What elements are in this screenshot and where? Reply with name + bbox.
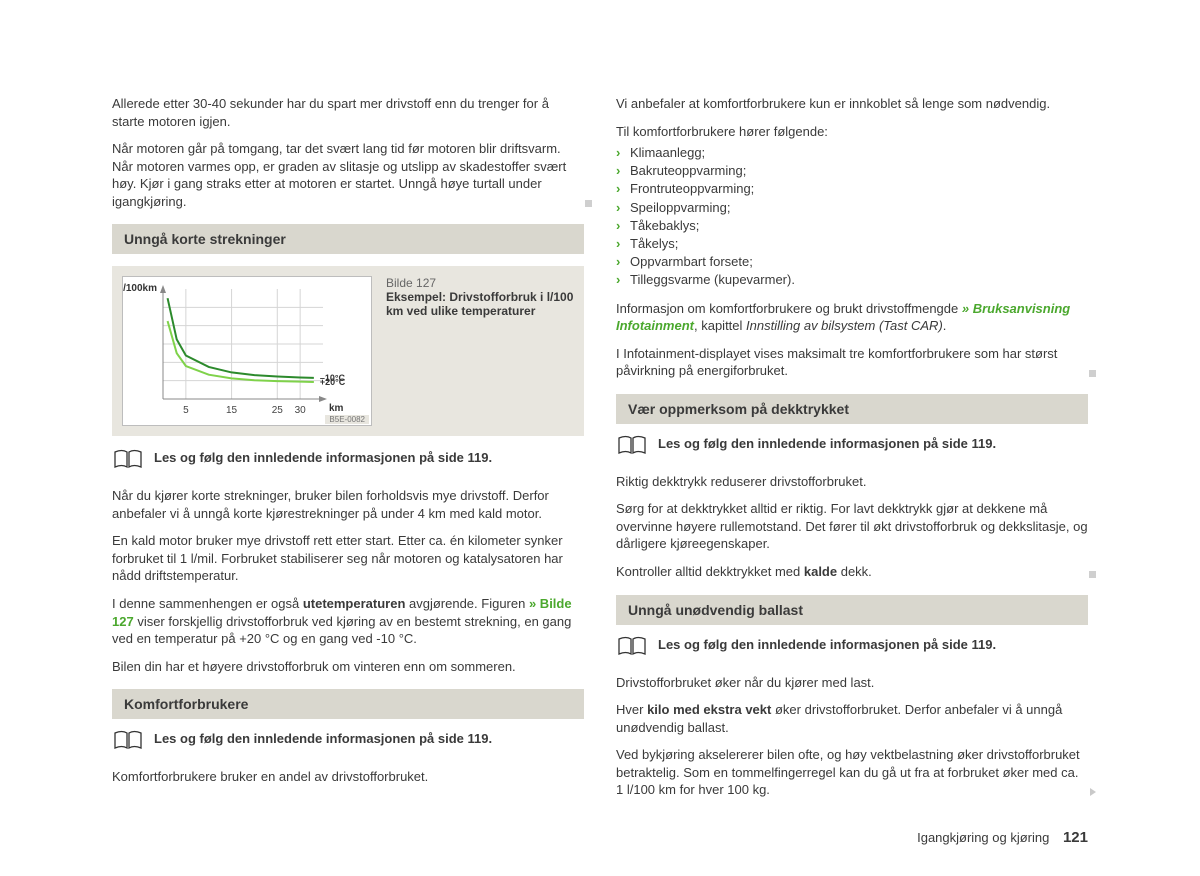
info-text: Les og følg den innledende informasjonen…	[154, 731, 492, 746]
tire-p1: Riktig dekktrykk reduserer drivstofforbr…	[616, 473, 1088, 491]
section-end-marker-icon	[1089, 370, 1096, 377]
intro-para-2: Når motoren går på tomgang, tar det svær…	[112, 140, 584, 210]
figure-caption: Eksempel: Drivstofforbruk i l/100 km ved…	[386, 290, 574, 318]
info-text: Les og følg den innledende informasjonen…	[154, 450, 492, 465]
continue-marker-icon	[1090, 788, 1096, 796]
ballast-p1: Drivstofforbruket øker når du kjører med…	[616, 674, 1088, 692]
right-p1: Vi anbefaler at komfortforbrukere kun er…	[616, 95, 1088, 113]
short-trips-p4: Bilen din har et høyere drivstofforbruk …	[112, 658, 584, 676]
section-end-marker-icon	[585, 200, 592, 207]
svg-text:km: km	[329, 403, 344, 414]
book-icon	[112, 729, 144, 754]
tire-p2: Sørg for at dekktrykket alltid er riktig…	[616, 500, 1088, 553]
figure-127: 5152530l/100kmkm–10°C+20°C B5E-0082 Bild…	[112, 266, 584, 436]
section-header-ballast: Unngå unødvendig ballast	[616, 595, 1088, 625]
list-item: Oppvarmbart forsete;	[616, 253, 1088, 271]
list-item: Klimaanlegg;	[616, 144, 1088, 162]
svg-text:l/100km: l/100km	[123, 283, 157, 294]
list-item: Tilleggsvarme (kupevarmer).	[616, 271, 1088, 289]
comfort-p1: Komfortforbrukere bruker en andel av dri…	[112, 768, 584, 786]
book-icon	[112, 448, 144, 473]
section-end-marker-icon	[1089, 571, 1096, 578]
ballast-p3: Ved bykjøring akselererer bilen ofte, og…	[616, 746, 1088, 799]
svg-text:30: 30	[295, 405, 307, 416]
list-item: Tåkebaklys;	[616, 217, 1088, 235]
section-header-tire-pressure: Vær oppmerksom på dekktrykket	[616, 394, 1088, 424]
page-number: 121	[1063, 829, 1088, 846]
intro-para-1: Allerede etter 30-40 sekunder har du spa…	[112, 95, 584, 130]
svg-text:15: 15	[226, 405, 238, 416]
ballast-p2: Hver kilo med ekstra vekt øker drivstoff…	[616, 701, 1088, 736]
svg-text:+20°C: +20°C	[320, 377, 346, 387]
list-item: Tåkelys;	[616, 235, 1088, 253]
intro-para-2-text: Når motoren går på tomgang, tar det svær…	[112, 141, 566, 209]
svg-text:5: 5	[183, 405, 189, 416]
right-p3: Informasjon om komfortforbrukere og bruk…	[616, 300, 1088, 335]
info-text: Les og følg den innledende informasjonen…	[658, 637, 996, 652]
figure-number: Bilde 127	[386, 276, 574, 290]
list-item: Bakruteoppvarming;	[616, 162, 1088, 180]
list-item: Frontruteoppvarming;	[616, 180, 1088, 198]
book-icon	[616, 635, 648, 660]
short-trips-p3: I denne sammenhengen er også utetemperat…	[112, 595, 584, 648]
short-trips-p1: Når du kjører korte strekninger, bruker …	[112, 487, 584, 522]
chart-fuel-consumption: 5152530l/100kmkm–10°C+20°C B5E-0082	[122, 276, 372, 426]
section-header-comfort: Komfortforbrukere	[112, 689, 584, 719]
section-header-short-trips: Unngå korte strekninger	[112, 224, 584, 254]
figure-id-label: B5E-0082	[325, 415, 369, 424]
list-item: Speiloppvarming;	[616, 199, 1088, 217]
right-p2: Til komfortforbrukere hører følgende:	[616, 123, 1088, 141]
short-trips-p2: En kald motor bruker mye drivstoff rett …	[112, 532, 584, 585]
comfort-consumers-list: Klimaanlegg;Bakruteoppvarming;Frontruteo…	[616, 144, 1088, 290]
info-text: Les og følg den innledende informasjonen…	[658, 436, 996, 451]
book-icon	[616, 434, 648, 459]
page-footer: Igangkjøring og kjøring 121	[917, 829, 1088, 846]
tire-p3: Kontroller alltid dekktrykket med kalde …	[616, 563, 1088, 581]
right-p4: I Infotainment-displayet vises maksimalt…	[616, 345, 1088, 380]
footer-section: Igangkjøring og kjøring	[917, 830, 1049, 845]
svg-text:25: 25	[272, 405, 284, 416]
